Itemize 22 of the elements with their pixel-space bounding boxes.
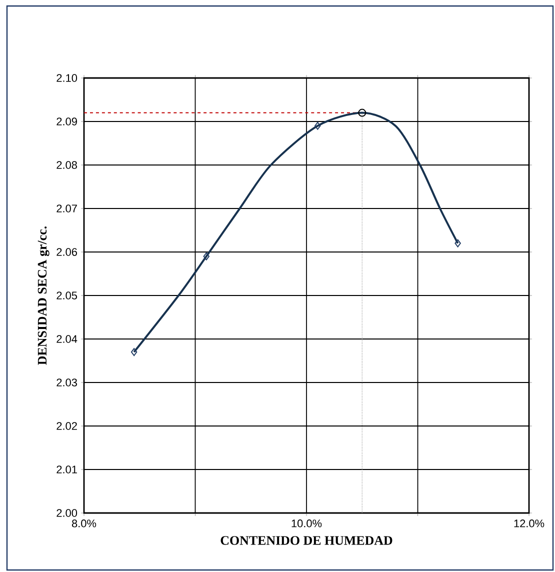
y-tick-label: 2.09 (56, 118, 77, 126)
y-tick-label: 2.04 (56, 335, 78, 343)
y-tick-label: 2.08 (56, 161, 77, 169)
y-tick-label: 2.06 (56, 248, 77, 256)
x-tick-label: 10.0% (292, 520, 322, 528)
y-tick-label: 2.10 (56, 74, 78, 82)
y-tick-label: 2.07 (56, 204, 77, 212)
x-tick-label: 8.0% (72, 520, 96, 528)
point (203, 252, 210, 260)
point (314, 122, 321, 130)
x-tick-label: 12.0% (514, 520, 544, 528)
line-series (133, 112, 459, 354)
x-axis-title: CONTENIDO DE HUMEDAD (220, 536, 392, 545)
y-tick-label: 2.00 (56, 509, 78, 517)
y-tick-label: 2.05 (56, 292, 78, 300)
y-tick-label: 2.01 (56, 466, 77, 474)
point (358, 108, 366, 117)
y-tick-label: 2.03 (56, 378, 77, 386)
point (130, 348, 138, 356)
y-tick-label: 2.02 (56, 422, 77, 430)
y-axis-title: DENSIDAD SECA gr/cc. (38, 226, 50, 365)
point (454, 239, 461, 248)
